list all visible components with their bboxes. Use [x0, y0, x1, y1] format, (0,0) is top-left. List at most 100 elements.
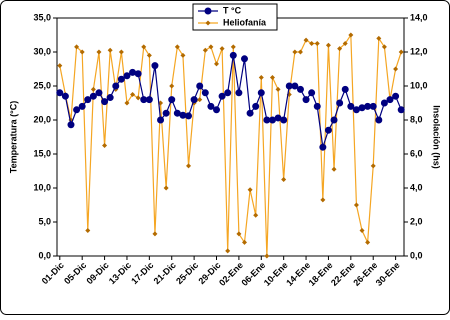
- point: [253, 212, 259, 218]
- point: [393, 66, 399, 72]
- point: [353, 202, 359, 208]
- point: [202, 47, 208, 53]
- point: [219, 46, 225, 52]
- point: [292, 49, 298, 55]
- y-tick-label: 15,0: [33, 148, 51, 158]
- point: [359, 228, 365, 233]
- point: [319, 143, 327, 151]
- point: [225, 248, 231, 254]
- point: [246, 109, 254, 117]
- point: [96, 49, 102, 55]
- point: [336, 99, 344, 107]
- point: [162, 109, 170, 117]
- point: [281, 177, 287, 182]
- point: [135, 95, 141, 101]
- point: [56, 89, 64, 97]
- point: [214, 61, 220, 67]
- point: [186, 163, 192, 169]
- point: [365, 239, 371, 245]
- point: [152, 231, 158, 237]
- point: [89, 92, 97, 100]
- point: [169, 83, 175, 89]
- point: [174, 44, 180, 50]
- point: [85, 228, 91, 233]
- point: [257, 89, 265, 97]
- point: [73, 106, 81, 114]
- point: [369, 102, 377, 110]
- point: [107, 47, 113, 53]
- y2-tick-label: 14,0: [410, 12, 428, 22]
- point: [112, 82, 120, 90]
- point: [218, 92, 226, 100]
- point: [331, 166, 337, 172]
- point: [130, 92, 136, 97]
- point: [258, 75, 264, 80]
- y-tick-label: 20,0: [33, 114, 51, 124]
- point: [241, 239, 247, 245]
- point: [180, 52, 186, 58]
- point: [247, 187, 253, 193]
- point: [190, 96, 198, 104]
- y-tick-label: 35,0: [33, 12, 51, 22]
- y2-tick-label: 6,0: [410, 148, 423, 158]
- point: [146, 52, 152, 58]
- point: [280, 116, 288, 124]
- y2-tick-label: 8,0: [410, 114, 423, 124]
- point: [207, 102, 215, 110]
- point: [101, 98, 109, 106]
- point: [74, 44, 80, 50]
- point: [358, 104, 366, 112]
- y-tick-label: 10,0: [33, 182, 51, 192]
- point: [61, 92, 69, 100]
- point: [179, 111, 187, 119]
- y2-tick-label: 10,0: [410, 80, 428, 90]
- point: [129, 68, 137, 76]
- point: [337, 46, 343, 52]
- point: [117, 75, 125, 83]
- y2-axis-title: Insolación (hs): [432, 105, 442, 169]
- point: [196, 82, 204, 90]
- point: [376, 35, 382, 41]
- point: [235, 89, 243, 97]
- point: [123, 72, 131, 80]
- point: [57, 63, 63, 69]
- point: [381, 44, 387, 50]
- point: [78, 102, 86, 110]
- point: [208, 44, 214, 50]
- y-tick-label: 5,0: [38, 216, 51, 226]
- point: [168, 96, 176, 104]
- y-tick-label: 25,0: [33, 80, 51, 90]
- point: [309, 41, 315, 46]
- point: [102, 143, 108, 148]
- point: [224, 89, 232, 97]
- y-axis-title: Temperatura (°C): [8, 101, 18, 173]
- y-tick-label: 30,0: [33, 46, 51, 56]
- y2-tick-label: 12,0: [410, 46, 428, 56]
- point: [342, 41, 348, 46]
- point: [330, 116, 338, 124]
- point: [386, 96, 394, 104]
- point: [90, 86, 96, 92]
- point: [230, 44, 236, 50]
- point: [84, 96, 92, 104]
- point: [67, 121, 75, 129]
- point: [79, 49, 85, 55]
- point: [269, 75, 275, 80]
- point: [236, 231, 242, 237]
- point: [341, 85, 349, 93]
- point: [151, 62, 159, 70]
- point: [252, 102, 260, 110]
- point: [141, 44, 147, 50]
- point: [163, 185, 169, 191]
- legend-label: T °C: [223, 5, 242, 15]
- point: [302, 96, 310, 104]
- point: [106, 94, 114, 102]
- point: [157, 116, 165, 124]
- point: [320, 197, 326, 203]
- point: [145, 96, 153, 104]
- point: [392, 92, 400, 100]
- point: [185, 112, 193, 120]
- y2-tick-label: 2,0: [410, 216, 423, 226]
- point: [201, 89, 209, 97]
